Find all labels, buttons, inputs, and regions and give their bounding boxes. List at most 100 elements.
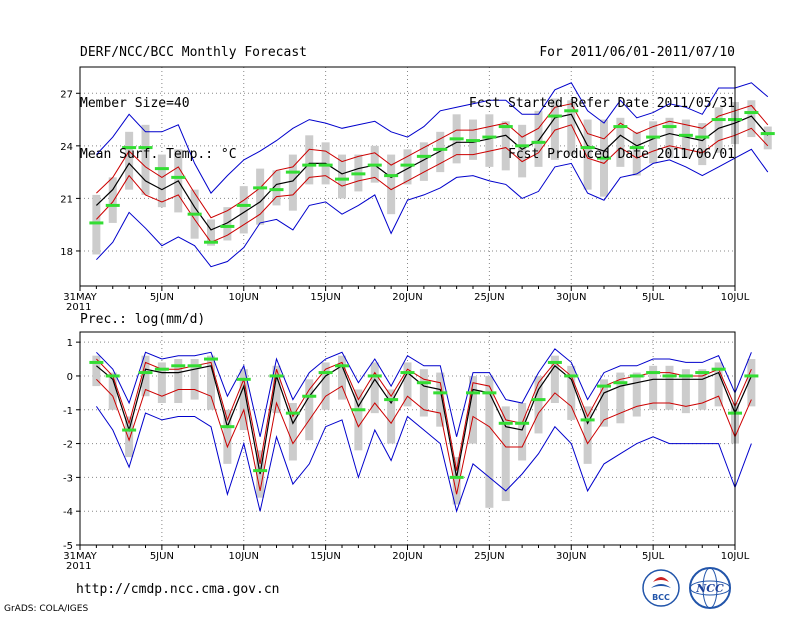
x-tick-year: 2011 [66, 302, 91, 313]
spread-box [387, 389, 396, 444]
spread-box [698, 369, 707, 410]
spread-box [567, 100, 576, 155]
spread-box [747, 100, 756, 138]
spread-box [239, 186, 248, 234]
spread-box [338, 154, 346, 199]
bcc-logo-text: BCC [652, 593, 670, 602]
spread-box [550, 98, 559, 160]
x-tick-label: 10JUN [229, 292, 259, 303]
spread-box [305, 135, 314, 185]
x-tick-label: 5JUL [642, 551, 665, 562]
spread-box [92, 194, 101, 255]
spread-box [469, 375, 477, 444]
x-tick-label: 31MAY [63, 551, 97, 562]
bcc-logo-icon: BCC [642, 569, 680, 607]
spread-box [92, 355, 101, 387]
spread-box [256, 168, 265, 225]
grads-credit: GrADS: COLA/IGES [4, 604, 89, 614]
ncc-logo-text: NCC [695, 582, 724, 595]
x-tick-label: 5JUL [642, 292, 665, 303]
spread-box [567, 365, 576, 420]
spread-box [403, 149, 412, 185]
spread-box [190, 359, 199, 400]
x-tick-label: 30JUN [556, 551, 586, 562]
spread-box [288, 403, 297, 461]
spread-box [305, 379, 314, 441]
footer-url: http://cmdp.ncc.cma.gov.cn [76, 582, 280, 597]
spread-box [485, 114, 494, 167]
spread-box [436, 372, 445, 427]
y-tick-label: 21 [60, 194, 73, 205]
spread-box [419, 142, 428, 181]
spread-box [108, 372, 117, 410]
spread-box [616, 372, 625, 424]
x-tick-label: 25JUN [474, 551, 504, 562]
y-tick-label: -5 [63, 541, 73, 552]
spread-box [354, 389, 363, 451]
y-tick-label: 1 [67, 338, 73, 349]
spread-box [714, 362, 723, 407]
spread-box [518, 124, 527, 178]
produced-date: Fcst Produced Date 2011/06/01 [508, 147, 735, 162]
x-tick-label: 20JUN [392, 551, 422, 562]
spread-box [207, 219, 215, 246]
spread-box [223, 409, 232, 464]
spread-box [681, 119, 690, 159]
x-tick-year: 2011 [66, 561, 91, 572]
upper-blue-line [96, 82, 769, 194]
spread-box [681, 369, 690, 414]
forecast-period: For 2011/06/01-2011/07/10 [539, 45, 735, 60]
spread-box [321, 362, 330, 410]
spread-box [501, 406, 510, 502]
spread-box [632, 372, 641, 417]
variable-label: Mean Surf. Temp.: °C [80, 147, 237, 162]
spread-box [272, 365, 281, 414]
y-tick-label: 0 [67, 372, 73, 383]
spread-box [616, 117, 625, 167]
spread-box [452, 457, 461, 505]
spread-box [747, 359, 756, 407]
lower-red-line [96, 378, 752, 495]
spread-box [338, 355, 346, 400]
spread-box [157, 154, 166, 208]
x-tick-label: 10JUL [721, 551, 750, 562]
spread-box [534, 110, 543, 167]
x-tick-label: 10JUL [721, 292, 750, 303]
x-tick-label: 25JUN [474, 292, 504, 303]
spread-box [288, 154, 297, 211]
upper-red-line [96, 103, 769, 219]
lower-blue-line [96, 148, 769, 268]
spread-box [632, 131, 641, 176]
spread-box [141, 355, 150, 397]
spread-box [485, 375, 494, 508]
ncc-logo-icon: NCC [689, 567, 731, 609]
y-tick-label: 24 [60, 142, 73, 153]
spread-box [370, 362, 379, 414]
spread-box [141, 124, 150, 195]
spread-box [501, 121, 510, 171]
x-tick-label: 5JUN [150, 292, 174, 303]
spread-box [403, 362, 412, 407]
spread-box [157, 362, 166, 403]
y-tick-label: -4 [63, 507, 73, 518]
header-right: For 2011/06/01-2011/07/10 Fcst Started R… [469, 10, 735, 180]
x-tick-label: 30JUN [556, 292, 586, 303]
spread-box [698, 123, 707, 166]
spread-box [108, 177, 117, 223]
spread-box [518, 403, 527, 461]
x-tick-label: 31MAY [63, 292, 97, 303]
spread-box [207, 355, 215, 410]
y-tick-label: 18 [60, 247, 73, 258]
x-tick-label: 15JUN [310, 551, 340, 562]
spread-box [534, 375, 543, 434]
spread-box [763, 126, 772, 150]
spread-box [174, 359, 183, 403]
spread-box [665, 117, 674, 159]
spread-box [125, 131, 134, 190]
x-tick-label: 20JUN [392, 292, 422, 303]
x-tick-label: 15JUN [310, 292, 340, 303]
header-left: DERF/NCC/BCC Monthly Forecast Member Siz… [80, 10, 307, 180]
spread-box [239, 369, 248, 431]
